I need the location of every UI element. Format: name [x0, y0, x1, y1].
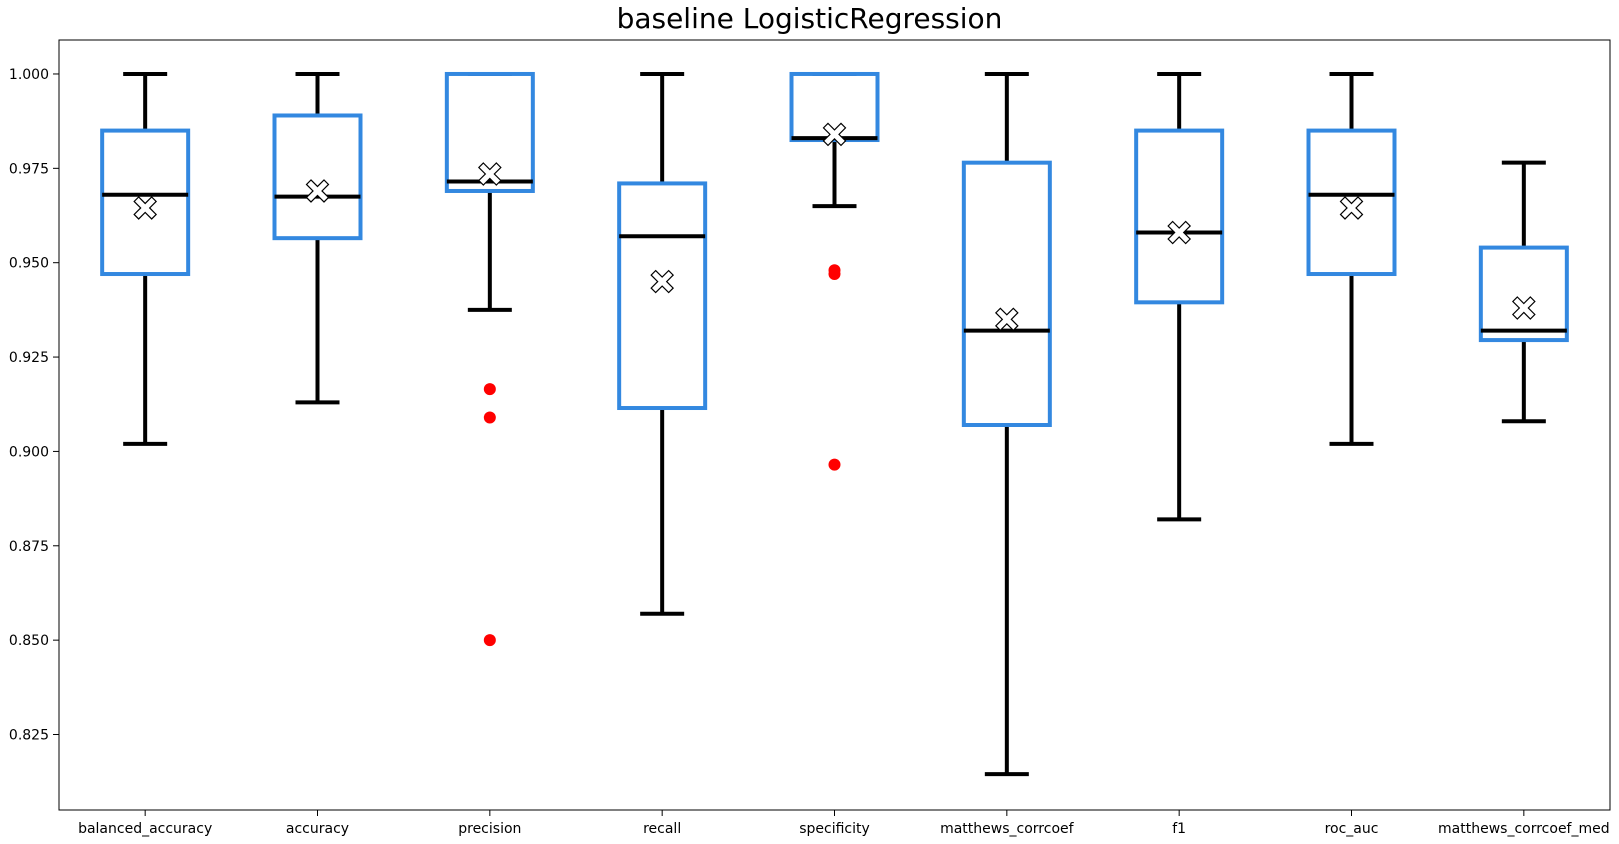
box [1134, 128, 1225, 305]
mean-marker [1339, 196, 1364, 220]
x-tick-label: specificity [799, 821, 870, 837]
mean-marker [650, 269, 675, 294]
outlier-point [483, 383, 496, 396]
y-tick-label: 0.925 [9, 350, 49, 366]
x-tick-label: roc_auc [1325, 821, 1379, 837]
x-tick-label: matthews_corrcoef [940, 821, 1075, 837]
y-tick-label: 1.000 [9, 67, 49, 83]
x-tick-label: precision [458, 821, 521, 837]
chart-title: baseline LogisticRegression [616, 2, 1003, 35]
x-tick-label: balanced_accuracy [78, 821, 212, 837]
outlier-point [828, 458, 841, 471]
box [961, 160, 1052, 427]
mean-marker [822, 122, 847, 147]
mean-marker [1511, 296, 1536, 320]
y-tick-label: 0.950 [9, 256, 49, 272]
box [1306, 128, 1397, 277]
outlier-point [483, 411, 496, 424]
mean-marker [1167, 220, 1192, 245]
outlier-point [483, 634, 496, 647]
mean-marker [305, 179, 330, 203]
y-tick-label: 0.875 [9, 539, 49, 555]
box [1478, 245, 1569, 343]
x-tick-label: matthews_corrcoef_med [1438, 821, 1610, 837]
box [617, 181, 708, 411]
box [272, 113, 363, 241]
y-tick-label: 0.975 [9, 161, 49, 177]
x-tick-label: f1 [1172, 821, 1186, 837]
mean-marker [477, 162, 502, 186]
mean-marker [994, 307, 1019, 332]
outlier-point [828, 268, 841, 281]
y-tick-label: 0.850 [9, 633, 49, 649]
box [444, 71, 535, 193]
mean-marker [133, 196, 158, 220]
y-tick-label: 0.900 [9, 444, 49, 460]
y-tick-label: 0.825 [9, 728, 49, 744]
box [100, 128, 191, 277]
x-tick-label: recall [643, 821, 681, 837]
x-tick-label: accuracy [286, 821, 349, 837]
